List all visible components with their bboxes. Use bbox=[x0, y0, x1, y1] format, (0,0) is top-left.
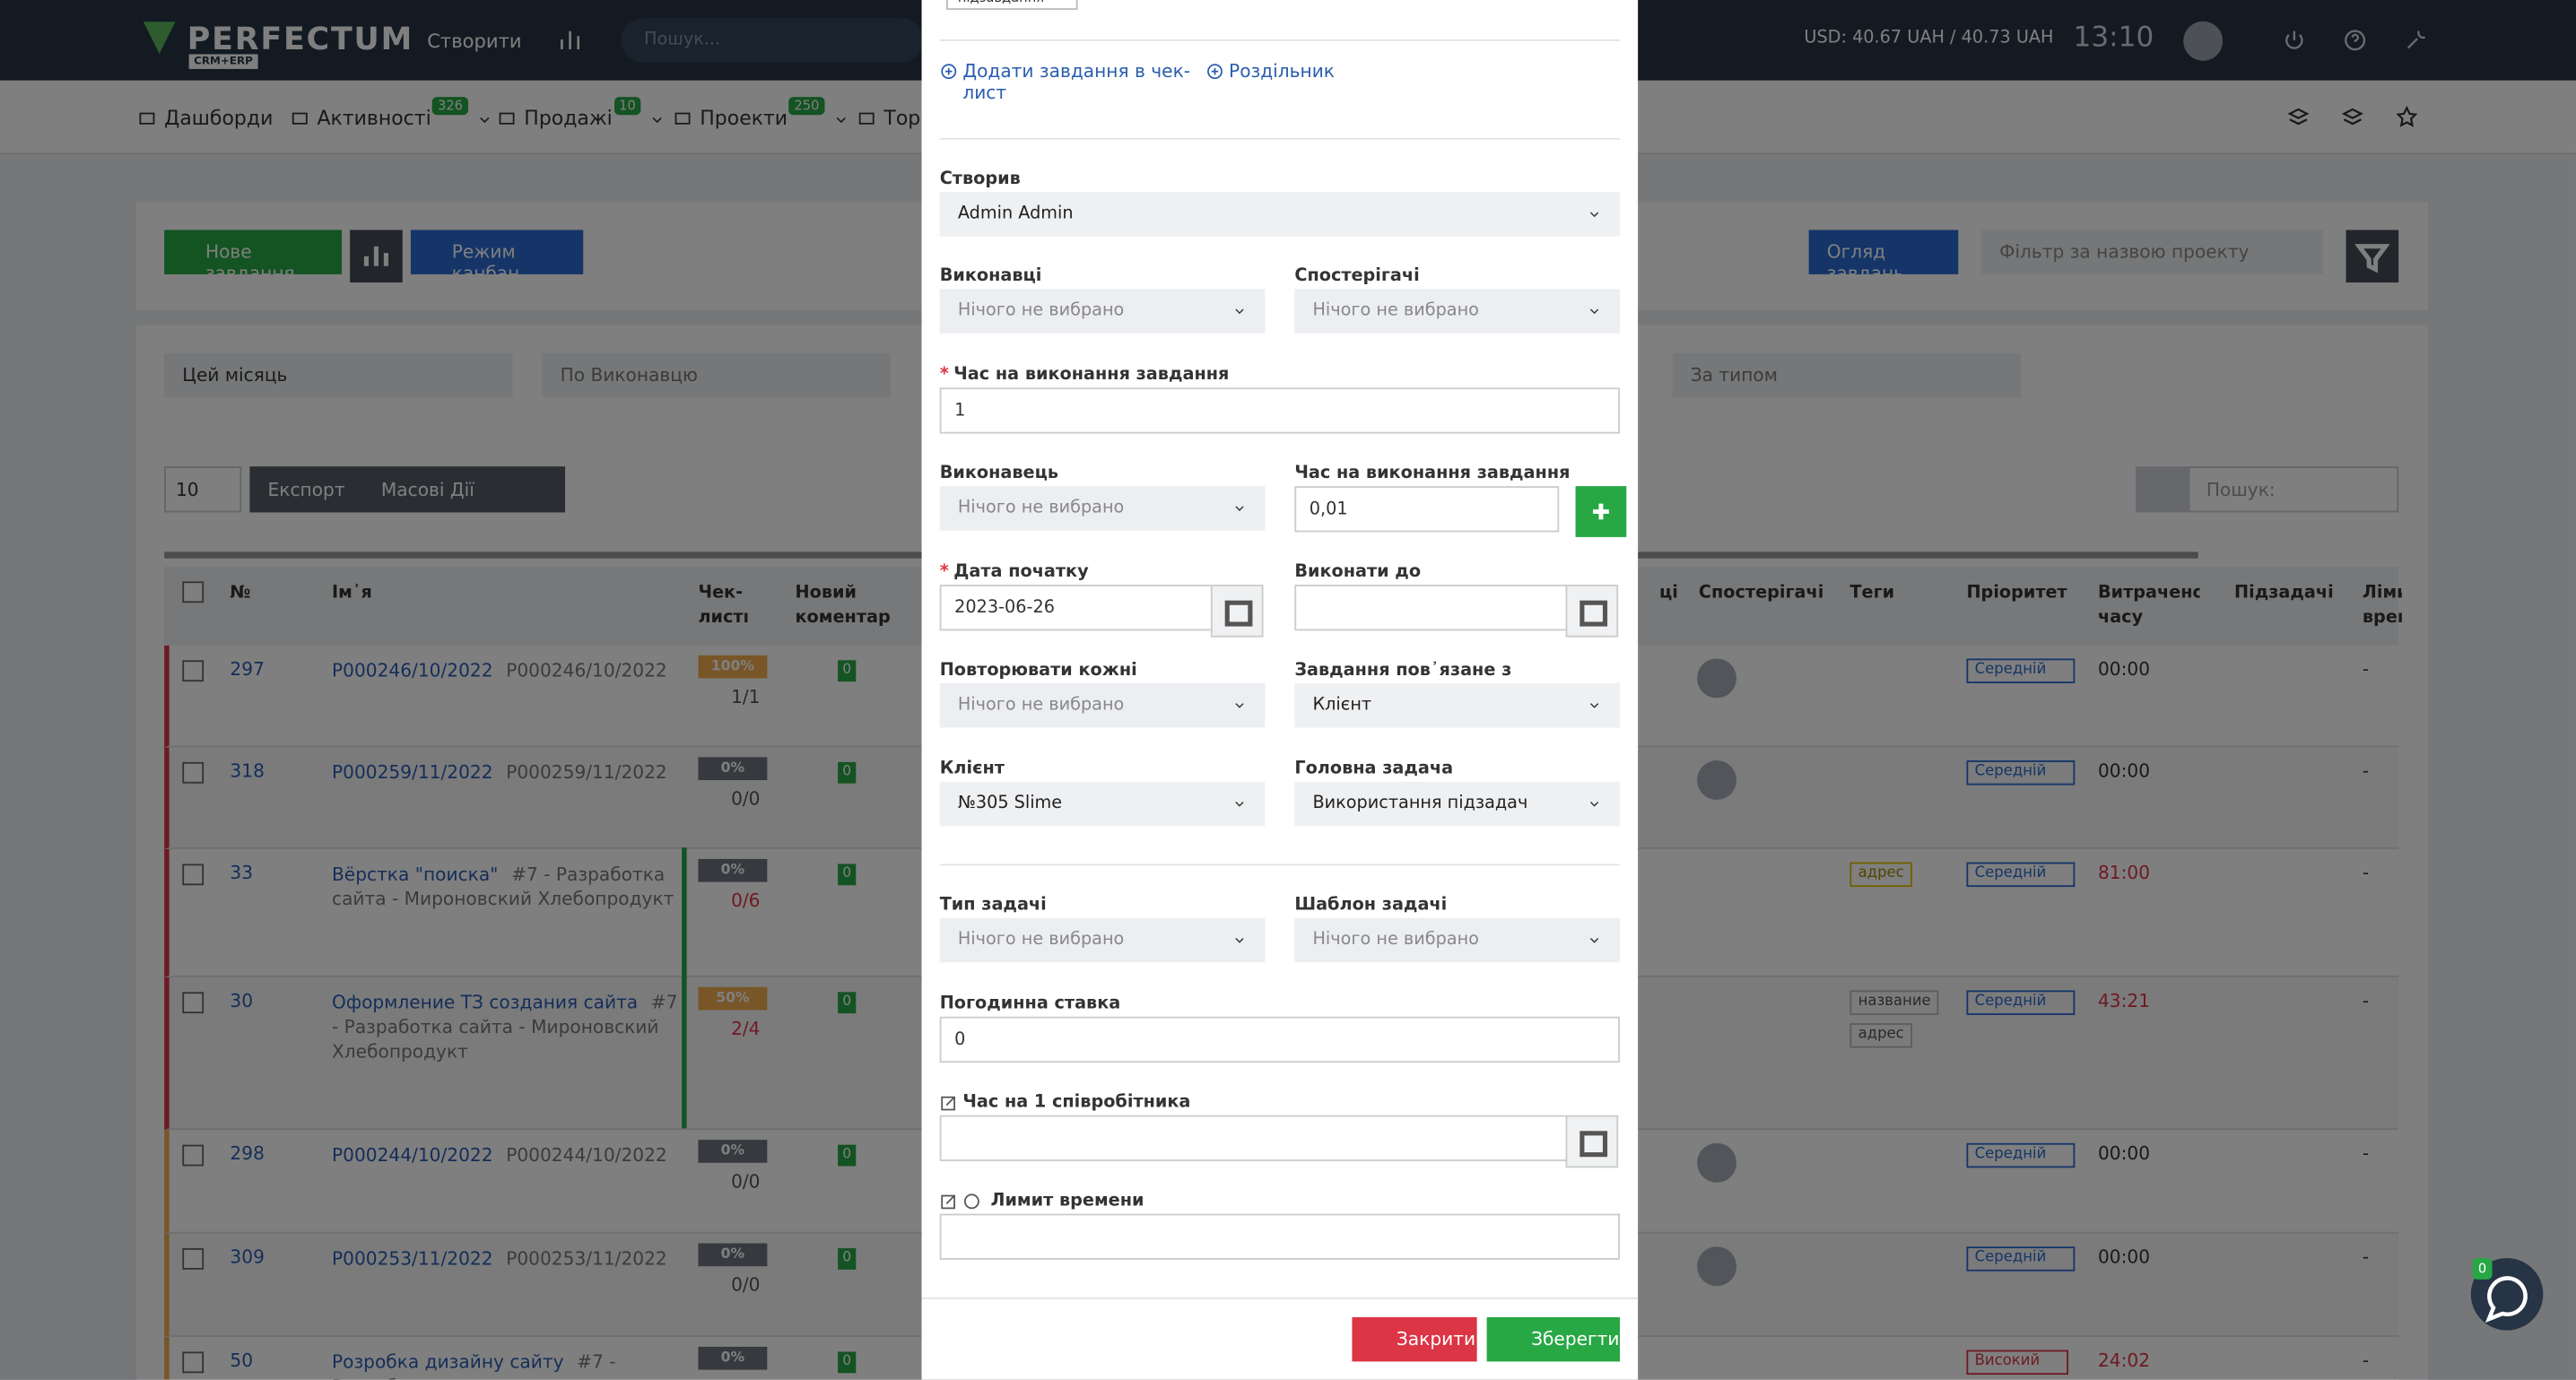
select-caret bbox=[1232, 501, 1247, 516]
hint-icon-svg bbox=[963, 1193, 979, 1210]
select-caret bbox=[1587, 796, 1601, 811]
field-label: Виконавці bbox=[939, 265, 1042, 286]
select-caret bbox=[1232, 304, 1247, 318]
select-caret-svg bbox=[1235, 802, 1244, 807]
input[interactable]: 2023-06-26 bbox=[939, 585, 1213, 631]
select[interactable]: Клієнт bbox=[1294, 682, 1620, 728]
field-label: Лимит времени bbox=[990, 1190, 1144, 1211]
divider bbox=[939, 137, 1620, 140]
select-caret-svg bbox=[1589, 212, 1599, 218]
select[interactable]: Нічого не вибрано bbox=[1294, 289, 1620, 334]
calendar-button-svg bbox=[1580, 600, 1608, 627]
field-label: Час на 1 співробітника bbox=[962, 1092, 1191, 1113]
field-label: Спостерігачі bbox=[1294, 265, 1420, 286]
select-caret-svg bbox=[1589, 938, 1599, 943]
field-label: Тип задачі bbox=[939, 895, 1047, 916]
chat-badge: 0 bbox=[2472, 1258, 2493, 1280]
add-icon-svg bbox=[941, 64, 957, 80]
input[interactable] bbox=[939, 1213, 1620, 1260]
divider bbox=[939, 864, 1620, 866]
field-label: Клієнт bbox=[939, 759, 1005, 779]
separator-link[interactable]: Роздільник bbox=[1229, 60, 1335, 82]
save-button[interactable]: Зберегти bbox=[1486, 1316, 1620, 1362]
select-caret-svg bbox=[1235, 506, 1244, 511]
select[interactable]: Нічого не вибрано bbox=[939, 486, 1266, 531]
chat-button-svg bbox=[2485, 1276, 2528, 1324]
input[interactable] bbox=[939, 1115, 1568, 1161]
field-label: Виконавець bbox=[939, 463, 1058, 483]
select[interactable]: Нічого не вибрано bbox=[939, 289, 1266, 334]
field-label: Погодинна ставка bbox=[939, 994, 1121, 1014]
divider bbox=[939, 39, 1620, 41]
input[interactable]: 0 bbox=[939, 1016, 1620, 1063]
field-label: Повторювати кожні bbox=[939, 660, 1137, 681]
hint-icon bbox=[962, 1193, 980, 1211]
field-label: Виконати до bbox=[1294, 561, 1422, 582]
edit-icon bbox=[940, 1193, 958, 1211]
sep-icon-svg bbox=[1207, 64, 1223, 80]
field-label: Завдання пов᾽язане з bbox=[1294, 660, 1512, 681]
field-label: Головна задача bbox=[1294, 759, 1454, 779]
footer-divider bbox=[921, 1297, 1639, 1299]
select-caret bbox=[1587, 698, 1601, 712]
select-caret bbox=[1587, 933, 1601, 947]
edit-icon-svg bbox=[941, 1096, 955, 1111]
select-caret bbox=[1232, 698, 1247, 712]
select[interactable]: Admin Admin bbox=[939, 192, 1620, 237]
calendar-button bbox=[1565, 585, 1619, 638]
select[interactable]: Використання підзадач bbox=[1294, 781, 1620, 827]
calendar-button-svg bbox=[1224, 600, 1253, 627]
calendar-button bbox=[1210, 585, 1264, 638]
add-button-svg bbox=[1593, 503, 1609, 520]
add-icon bbox=[940, 63, 958, 81]
select[interactable]: Нічого не вибрано bbox=[939, 917, 1266, 963]
field-label: Час на виконання завдання bbox=[940, 365, 1620, 388]
add-checklist-link[interactable]: Додати завдання в чек-лист bbox=[962, 60, 1191, 104]
select-caret-svg bbox=[1235, 308, 1244, 315]
select-caret-svg bbox=[1589, 703, 1599, 708]
select-caret bbox=[1587, 207, 1601, 221]
edit-icon-svg bbox=[941, 1194, 955, 1210]
field-label: Шаблон задачі bbox=[1294, 895, 1448, 916]
add-button bbox=[1575, 486, 1627, 537]
select-caret bbox=[1232, 796, 1247, 811]
select-caret-svg bbox=[1235, 938, 1244, 943]
select-caret-svg bbox=[1589, 308, 1599, 315]
select-caret bbox=[1587, 304, 1601, 318]
select[interactable]: №305 Slime bbox=[939, 781, 1266, 827]
sep-icon bbox=[1205, 63, 1223, 81]
close-button[interactable]: Закрити bbox=[1352, 1316, 1477, 1362]
field-label: Створив bbox=[939, 169, 1021, 189]
input[interactable] bbox=[1294, 585, 1568, 631]
select[interactable]: Нічого не вибрано bbox=[1294, 917, 1620, 963]
select-caret-svg bbox=[1589, 802, 1599, 807]
select[interactable]: Нічого не вибрано bbox=[939, 682, 1266, 728]
input[interactable]: 0,01 bbox=[1294, 486, 1560, 533]
input[interactable]: 1 bbox=[939, 387, 1620, 434]
field-label: Час на виконання завдання bbox=[1294, 463, 1571, 483]
task-modal: підзавдання Додати завдання в чек-лист Роз… bbox=[921, 0, 1639, 1380]
field-label: Дата початку bbox=[940, 561, 1266, 585]
calendar-button-svg bbox=[1580, 1131, 1608, 1158]
select-caret bbox=[1232, 933, 1247, 947]
chip: підзавдання bbox=[946, 0, 1078, 10]
select-caret-svg bbox=[1235, 703, 1244, 708]
calendar-button bbox=[1565, 1115, 1619, 1168]
edit-icon bbox=[940, 1094, 958, 1112]
